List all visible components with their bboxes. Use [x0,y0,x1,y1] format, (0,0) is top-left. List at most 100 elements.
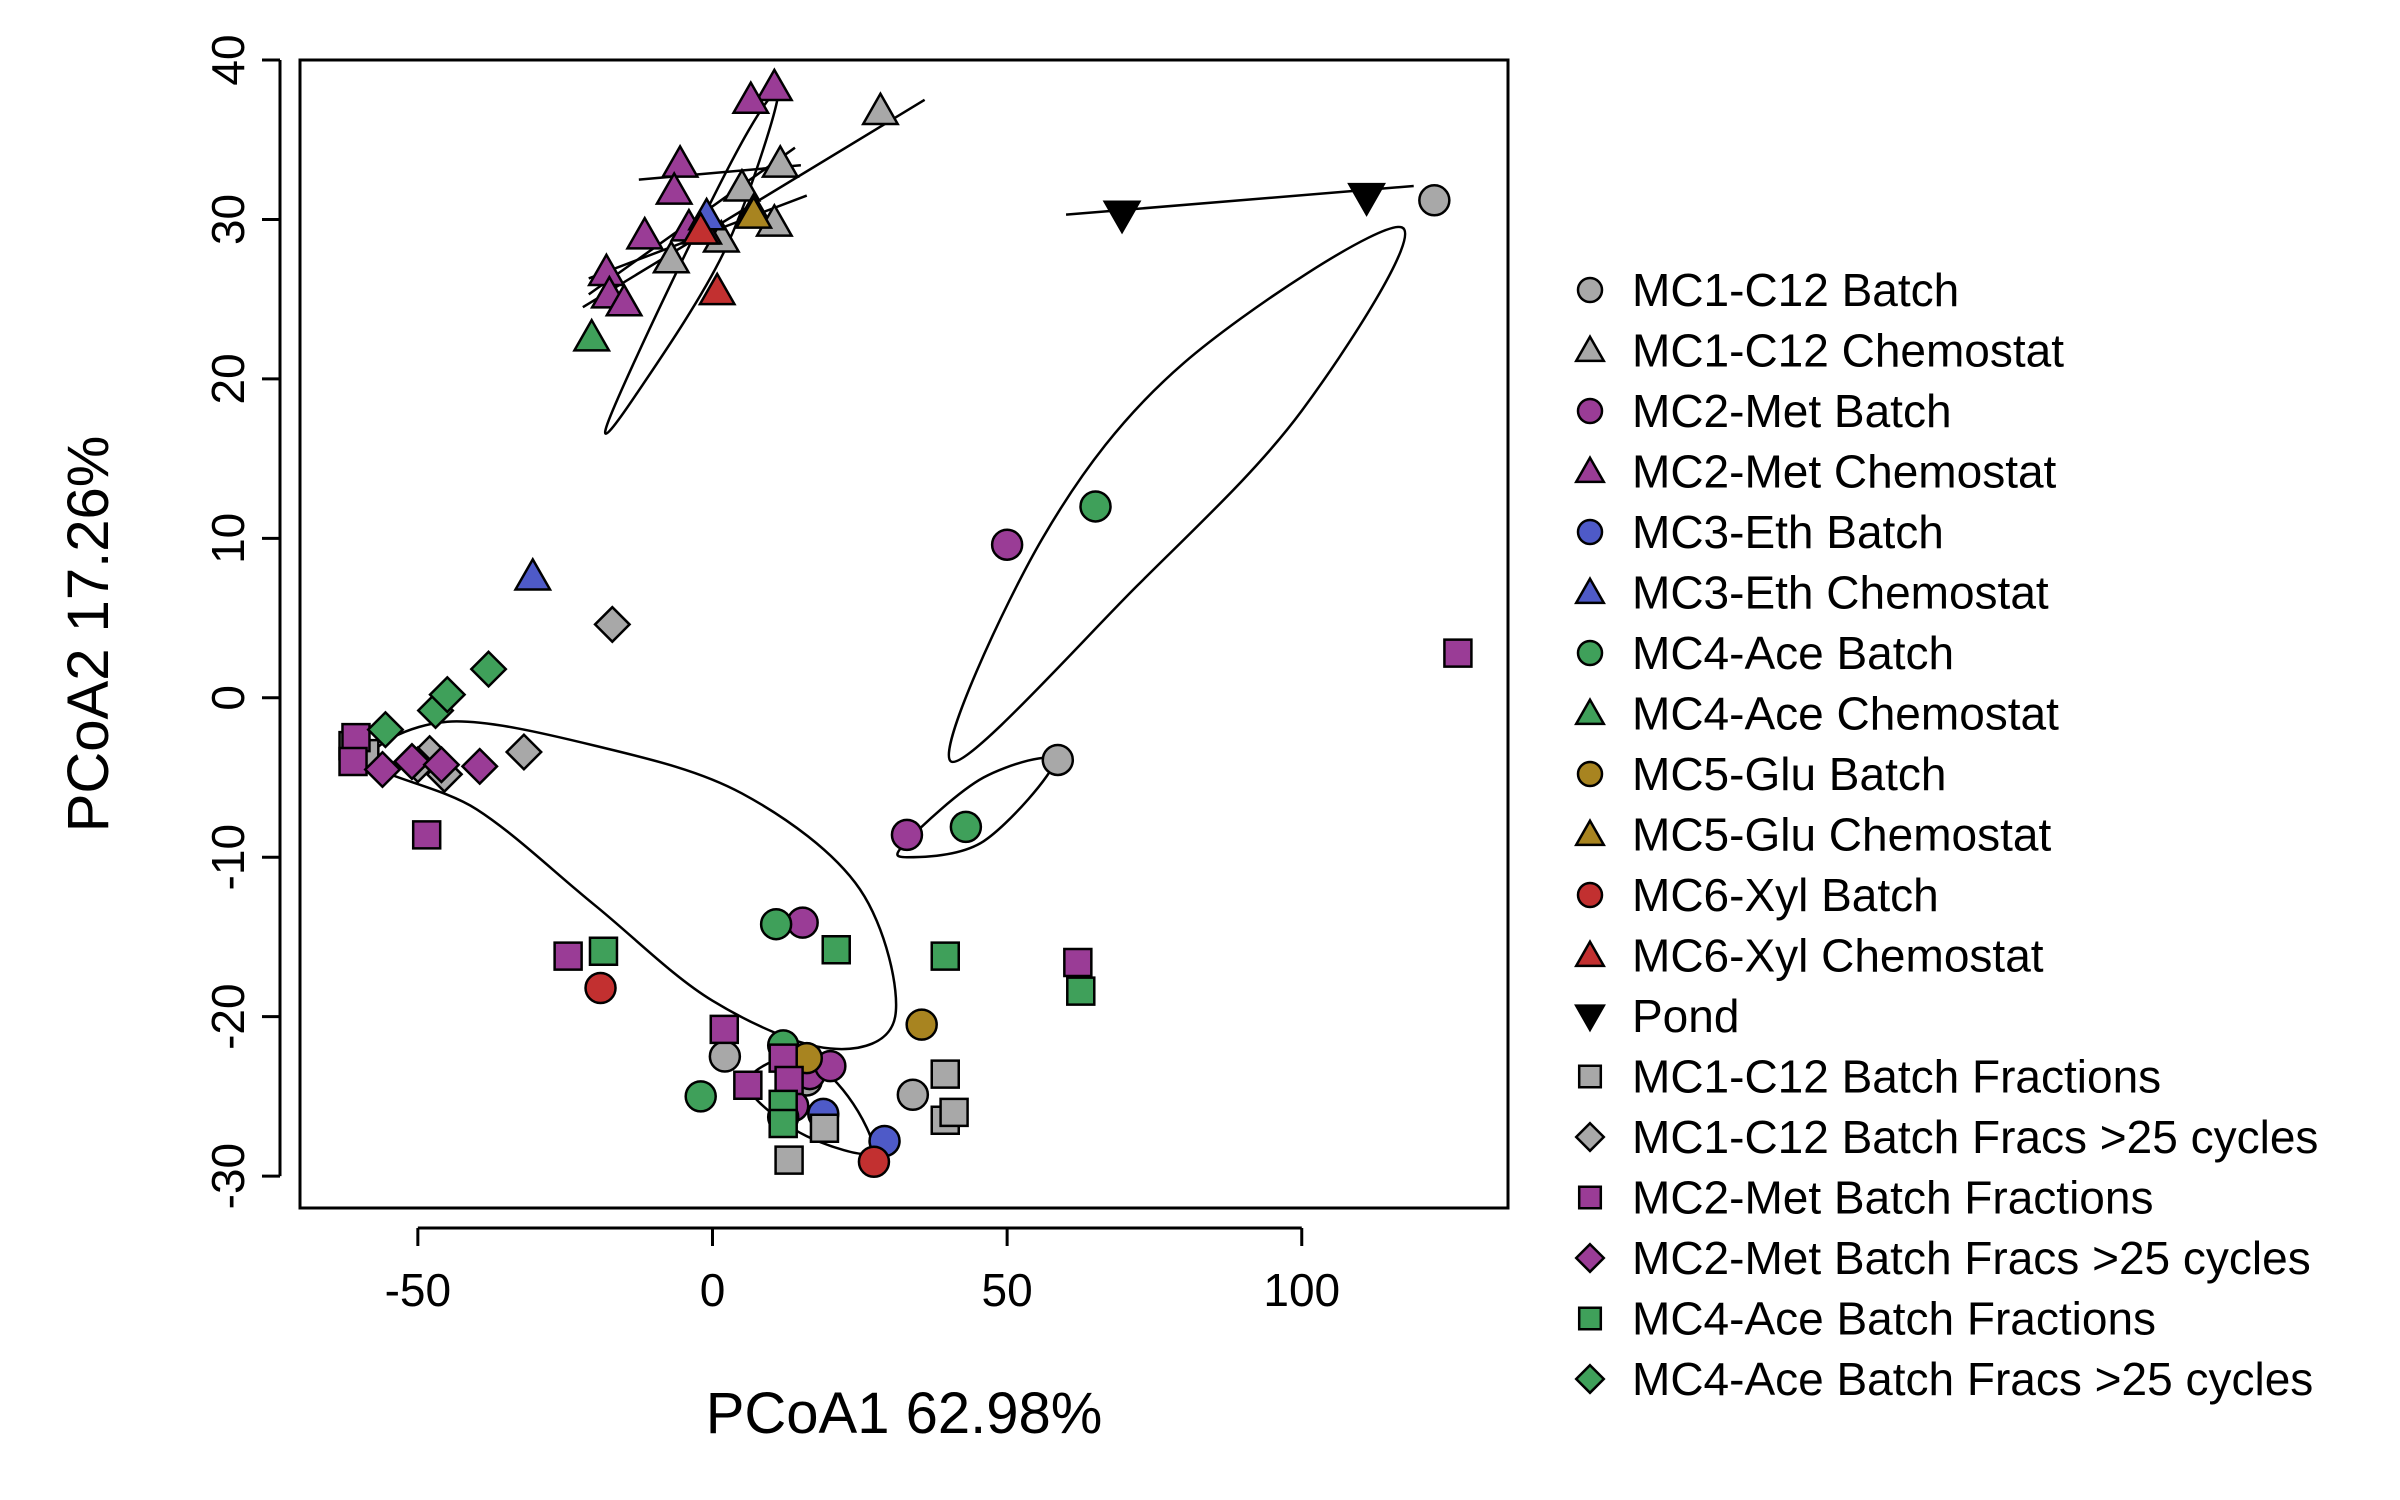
data-point-s6-1 [513,556,553,591]
legend-label-13: Pond [1632,990,1739,1042]
legend-marker-17 [1574,1242,1606,1274]
data-point-s17-3 [422,745,461,784]
legend-label-18: MC4-Ace Batch Fractions [1632,1293,2156,1345]
data-point-s15-2 [504,732,543,772]
legend-label-19: MC4-Ace Batch Fracs >25 cycles [1632,1353,2313,1405]
data-point-s2-3 [722,167,762,202]
data-point-s17-4 [460,747,499,786]
x-tick-label--50: -50 [385,1264,451,1316]
data-point-s7-3 [759,907,793,941]
data-points [338,67,1473,1179]
legend-label-17: MC2-Met Batch Fracs >25 cycles [1632,1232,2311,1284]
y-tick-label-20: 20 [202,353,254,404]
data-point-s13-1 [1102,200,1142,235]
legend-label-7: MC4-Ace Batch [1632,627,1954,679]
data-point-s14-1 [930,1059,960,1089]
data-point-s17-2 [392,742,431,781]
legend-marker-1 [1576,276,1604,304]
legend-label-11: MC6-Xyl Batch [1632,869,1939,921]
data-point-s11-1 [584,971,617,1005]
data-point-s3-2 [890,818,924,852]
y-tick-label-30: 30 [202,194,254,245]
data-point-s14-4 [774,1145,804,1175]
legend-marker-12 [1574,939,1606,968]
legend-label-1: MC1-C12 Batch [1632,264,1959,316]
data-point-s3-1 [990,528,1024,561]
data-point-s1-1 [1418,184,1451,217]
legend-label-10: MC5-Glu Chemostat [1632,809,2051,861]
data-point-s16-1 [1443,638,1473,668]
legend-marker-10 [1574,818,1606,847]
legend-marker-8 [1574,697,1606,726]
data-point-s7-5 [684,1080,717,1113]
data-point-s7-2 [949,810,983,844]
data-point-s15-1 [593,605,632,644]
data-point-s14-5 [809,1113,840,1144]
data-point-s1-3 [708,1040,742,1073]
x-axis-title: PCoA1 62.98% [706,1381,1103,1446]
data-point-s18-6 [768,1108,798,1139]
ellipse-2 [947,225,1407,763]
data-point-s11-2 [857,1145,891,1179]
legend-label-6: MC3-Eth Chemostat [1632,567,2049,619]
x-tick-label-100: 100 [1263,1264,1340,1316]
data-point-s16-5 [553,941,583,971]
y-tick-label-40: 40 [202,34,254,85]
legend-marker-3 [1576,397,1604,425]
y-axis-title: PCoA2 17.26% [56,436,121,833]
legend-label-8: MC4-Ace Chemostat [1632,688,2059,740]
data-point-s8-1 [572,317,612,352]
ellipse-4 [369,720,898,1051]
data-point-s16-3 [338,746,368,777]
y-tick-label--20: -20 [202,983,254,1049]
data-point-s19-3 [428,675,467,714]
legend-marker-18 [1577,1306,1603,1331]
data-point-s12-2 [681,210,721,245]
data-point-s17-1 [363,750,402,789]
ellipse-3 [896,756,1056,859]
plot-frame [298,58,1510,1210]
data-point-s4-2 [731,80,771,115]
data-point-s19-1 [366,710,405,749]
data-point-s14-3 [939,1097,969,1128]
legend-label-16: MC2-Met Batch Fractions [1632,1172,2153,1224]
data-point-s18-1 [1066,976,1096,1006]
data-point-s1-4 [896,1078,930,1112]
data-point-s2-1 [861,91,900,126]
legend-marker-5 [1576,518,1604,546]
legend-label-3: MC2-Met Batch [1632,385,1952,437]
legend-label-14: MC1-C12 Batch Fractions [1632,1051,2161,1103]
data-point-s12-1 [697,271,737,306]
data-point-s18-2 [930,941,960,971]
x-tick-label-50: 50 [982,1264,1033,1316]
legend-marker-9 [1576,760,1604,788]
data-point-s16-2 [341,722,371,753]
data-point-s1-2 [1041,743,1075,777]
data-point-s10-1 [734,194,774,229]
axes: -50 0 50 100 -30 -20 -10 0 10 20 30 40 [202,34,1340,1316]
data-point-s19-4 [469,650,508,689]
legend-marker-4 [1574,455,1606,484]
y-tick-label-0: 0 [202,685,254,711]
legend-label-9: MC5-Glu Batch [1632,748,1946,800]
y-tick-label--30: -30 [202,1143,254,1209]
legend-marker-15 [1574,1121,1606,1153]
data-point-s4-3 [660,143,700,178]
legend-marker-14 [1577,1064,1603,1089]
data-point-s16-8 [733,1070,763,1100]
y-tick-label--10: -10 [202,824,254,890]
x-tick-label-0: 0 [700,1264,726,1316]
data-point-s16-10 [774,1065,804,1096]
y-tick-label-10: 10 [202,513,254,564]
data-point-s4-6 [625,215,665,250]
data-point-s16-7 [1063,947,1093,978]
data-point-s16-4 [411,820,442,850]
data-point-s18-3 [821,934,851,965]
legend-label-15: MC1-C12 Batch Fracs >25 cycles [1632,1111,2318,1163]
legend-marker-6 [1574,576,1606,605]
data-point-s4-10 [604,282,644,317]
data-point-s2-7 [651,239,691,274]
legend-marker-16 [1577,1185,1603,1210]
legend-marker-7 [1576,639,1604,667]
